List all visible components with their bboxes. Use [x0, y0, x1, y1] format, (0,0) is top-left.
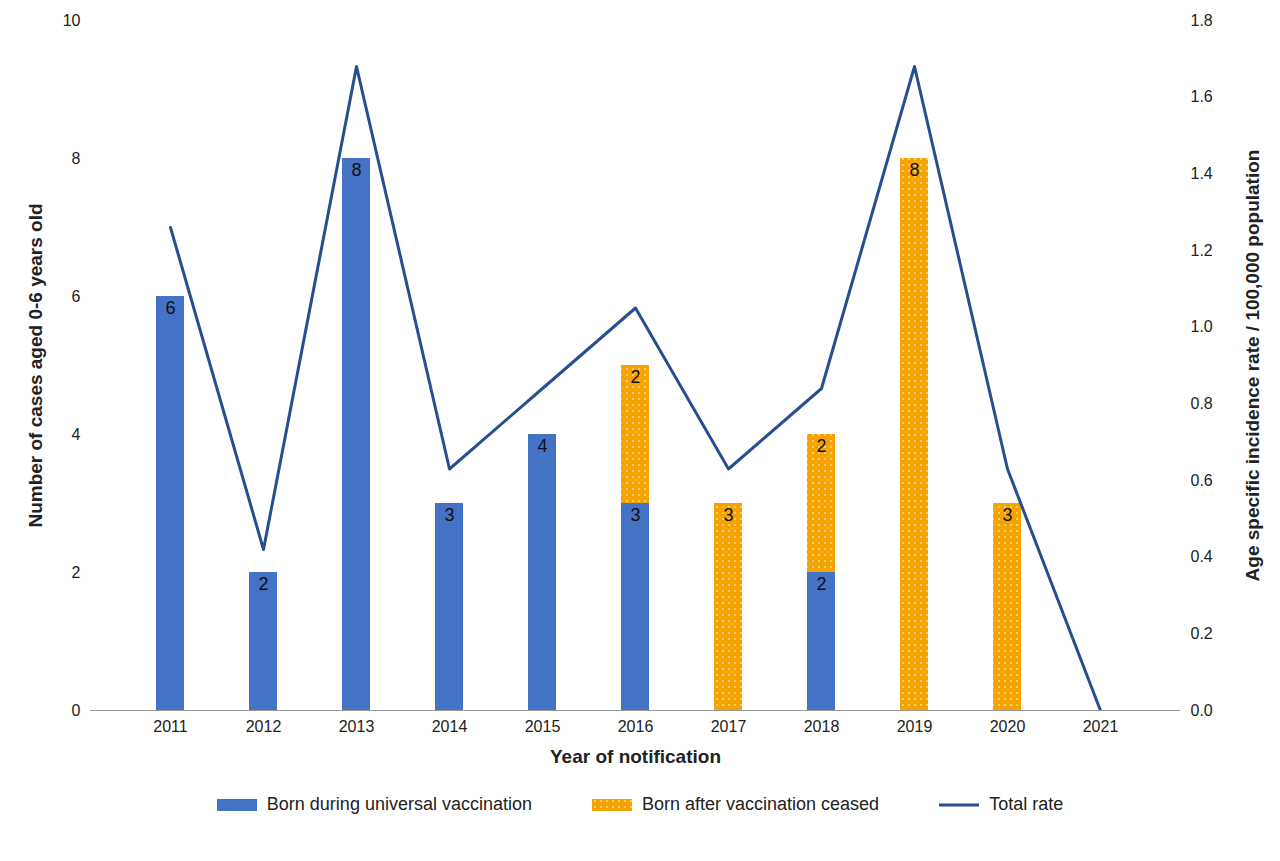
- svg-text:0.6: 0.6: [1191, 472, 1213, 489]
- svg-text:8: 8: [909, 160, 919, 180]
- svg-text:2014: 2014: [432, 718, 468, 735]
- svg-text:4: 4: [537, 436, 547, 456]
- svg-text:1.2: 1.2: [1191, 242, 1213, 259]
- svg-text:2012: 2012: [246, 718, 282, 735]
- svg-text:2: 2: [816, 574, 826, 594]
- html-text:Born during universal vaccinat: Born during universal vaccination: [266, 794, 532, 814]
- svg-text:10: 10: [63, 12, 81, 29]
- svg-text:Number of cases aged 0-6 years: Number of cases aged 0-6 years old: [25, 203, 46, 527]
- html-text:Born after vaccination ceased: Born after vaccination ceased: [642, 794, 880, 814]
- svg-text:0: 0: [72, 702, 81, 719]
- svg-text:1.8: 1.8: [1191, 12, 1213, 29]
- svg-text:4: 4: [72, 426, 81, 443]
- svg-text:2013: 2013: [339, 718, 375, 735]
- svg-text:Age specific incidence rate /: Age specific incidence rate / 100,000 po…: [1242, 150, 1263, 582]
- svg-text:3: 3: [1002, 505, 1012, 525]
- svg-text:1.4: 1.4: [1191, 165, 1213, 182]
- svg-text:2: 2: [72, 564, 81, 581]
- svg-text:3: 3: [723, 505, 733, 525]
- svg-text:2016: 2016: [618, 718, 654, 735]
- svg-text:2018: 2018: [804, 718, 840, 735]
- svg-text:2011: 2011: [153, 718, 188, 735]
- svg-text:2019: 2019: [897, 718, 933, 735]
- svg-text:3: 3: [444, 505, 454, 525]
- svg-text:Year of notification: Year of notification: [550, 746, 721, 767]
- svg-text:3: 3: [630, 505, 640, 525]
- svg-text:2021: 2021: [1083, 718, 1119, 735]
- svg-text:0.4: 0.4: [1191, 548, 1213, 565]
- svg-text:2015: 2015: [525, 718, 561, 735]
- svg-text:8: 8: [351, 160, 361, 180]
- svg-text:0.0: 0.0: [1191, 702, 1213, 719]
- svg-text:1.0: 1.0: [1191, 318, 1213, 335]
- svg-text:2020: 2020: [990, 718, 1026, 735]
- svg-text:0.2: 0.2: [1191, 625, 1213, 642]
- svg-text:0.8: 0.8: [1191, 395, 1213, 412]
- html-text:Total rate: Total rate: [989, 794, 1064, 814]
- svg-text:2: 2: [816, 436, 826, 456]
- svg-text:1.6: 1.6: [1191, 88, 1213, 105]
- svg-text:2: 2: [630, 367, 640, 387]
- svg-text:2017: 2017: [711, 718, 747, 735]
- svg-text:6: 6: [72, 288, 81, 305]
- svg-text:8: 8: [72, 150, 81, 167]
- svg-text:6: 6: [165, 298, 175, 318]
- svg-text:2: 2: [258, 574, 268, 594]
